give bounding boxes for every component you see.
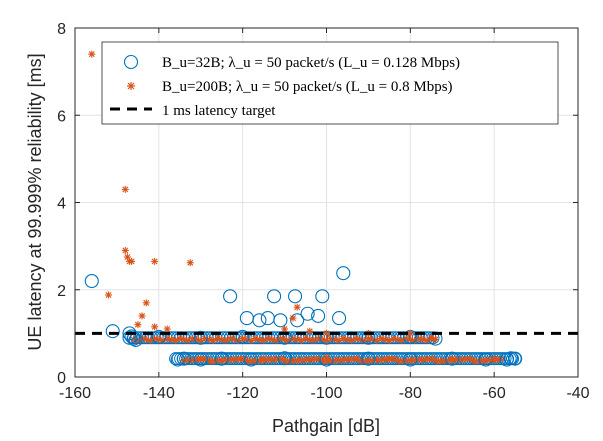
series-2-point	[121, 246, 129, 254]
series-2-point	[151, 257, 159, 265]
series-1-point	[508, 351, 523, 366]
series-1-point	[214, 351, 229, 366]
series-2-point	[406, 329, 414, 337]
legend-entry-target: 1 ms latency target	[162, 103, 276, 119]
legend-entry-series-2: B_u=200B; λ_u = 50 packet/s (L_u = 0.8 M…	[162, 79, 453, 95]
series-2-band-point	[268, 335, 276, 343]
series-2-band-point	[419, 335, 427, 343]
series-2-band-point	[411, 336, 419, 344]
data-marks	[84, 50, 523, 367]
legend: B_u=32B; λ_u = 50 packet/s (L_u = 0.128 …	[101, 41, 559, 125]
series-1-point	[151, 329, 166, 344]
y-axis-ticks: 0 2 4 6 8	[57, 21, 578, 387]
series-1-point	[403, 352, 418, 367]
series-2-point	[88, 50, 96, 58]
series-2-band-point	[429, 355, 437, 363]
series-2-point	[293, 303, 301, 311]
series-1-point	[361, 351, 376, 366]
series-2-point	[323, 329, 330, 337]
series-2-band-point	[302, 335, 310, 343]
y-tick-label: 0	[57, 370, 66, 387]
series-2-point	[260, 355, 268, 363]
series-2-point	[306, 327, 314, 335]
series-2-point	[289, 314, 297, 322]
series-2-point	[385, 355, 393, 363]
series-2-band-point	[354, 355, 362, 363]
series-1-point	[235, 329, 250, 344]
series-1-point	[332, 311, 347, 326]
series-1-point	[176, 351, 192, 366]
series-2-point	[448, 355, 456, 363]
series-2-band-point	[255, 335, 263, 343]
legend-marker-series-2	[127, 82, 135, 90]
series-1-point	[478, 352, 493, 367]
legend-box	[101, 41, 559, 125]
series-2-band-point	[391, 355, 399, 363]
x-tick-label: -60	[483, 385, 506, 402]
legend-entry-series-1: B_u=32B; λ_u = 50 packet/s (L_u = 0.128 …	[162, 55, 460, 71]
series-2-band-point	[467, 355, 475, 363]
series-1-point	[170, 352, 185, 367]
legend-marker-series-1	[123, 54, 139, 70]
series-1-point	[445, 351, 460, 366]
series-1-point	[124, 329, 139, 344]
y-tick-label: 6	[57, 108, 66, 125]
series-2-point	[121, 185, 129, 193]
series-2-point	[163, 325, 171, 333]
x-tick-label: -100	[310, 385, 342, 402]
series-2-band-point	[281, 335, 289, 343]
series-2-point	[151, 323, 159, 331]
series-1-band-point	[498, 352, 512, 366]
y-tick-label: 8	[57, 21, 66, 38]
x-axis-label: Pathgain [dB]	[272, 416, 380, 436]
series-1-point	[252, 313, 267, 328]
series-1-point	[193, 330, 208, 345]
series-1-point	[223, 289, 238, 304]
x-tick-label: -120	[227, 385, 259, 402]
series-2-point	[197, 355, 205, 363]
x-tick-label: -160	[59, 385, 91, 402]
y-tick-label: 4	[57, 196, 66, 213]
series-1-point	[315, 289, 330, 304]
x-tick-label: -140	[143, 385, 175, 402]
series-2-point	[105, 291, 113, 299]
series-1-point	[300, 306, 315, 321]
series-1-point	[319, 352, 334, 367]
series-2-point	[128, 257, 136, 265]
series-1-point	[244, 352, 259, 367]
series-2-point	[281, 325, 289, 333]
x-axis-ticks: -160 -140 -120 -100 -80 -60 -40	[59, 28, 590, 402]
series-2-point	[427, 334, 435, 342]
series-1-point	[267, 289, 282, 304]
series-2-point	[138, 312, 146, 320]
series-1-point	[105, 324, 120, 339]
series-1-point	[84, 273, 99, 289]
series-2-band-point	[385, 336, 393, 344]
series-1-point	[273, 313, 288, 328]
series-2-point	[186, 259, 194, 267]
series-1-point	[499, 352, 514, 367]
x-tick-label: -40	[566, 385, 589, 402]
series-1-point	[193, 352, 208, 367]
series-1-point	[288, 289, 303, 304]
series-1-point	[311, 308, 326, 323]
series-1-point	[277, 351, 292, 366]
series-2-point	[490, 355, 498, 363]
series-2-point	[142, 299, 150, 307]
y-tick-label: 2	[57, 283, 66, 300]
y-axis-label: UE latency at 99.999% reliability [ms]	[25, 53, 45, 350]
series-1-point	[336, 266, 351, 281]
series-2-point	[323, 353, 330, 361]
series-2-point	[134, 321, 142, 329]
series-2-band-point	[278, 355, 286, 363]
x-tick-label: -80	[399, 385, 422, 402]
